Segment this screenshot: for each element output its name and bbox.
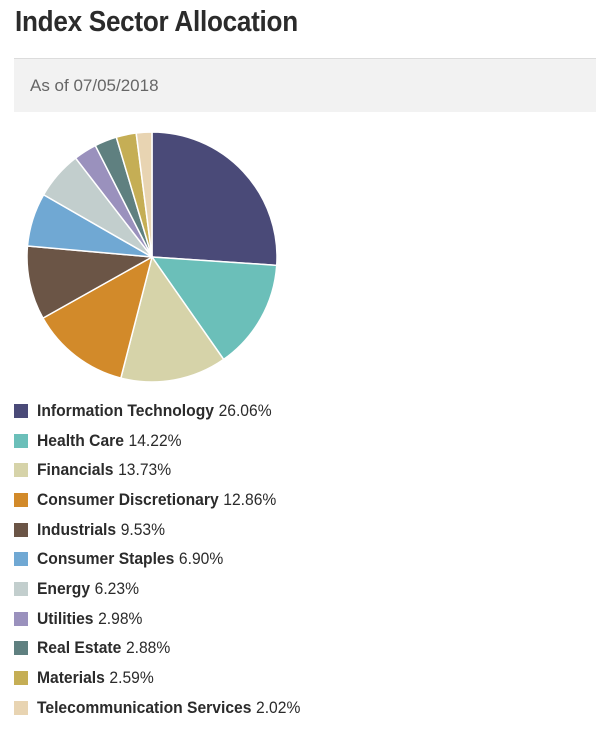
legend-value: 2.59% (109, 668, 154, 688)
legend-text: Energy 6.23% (37, 579, 139, 599)
legend-label: Information Technology (37, 400, 214, 420)
pie-slice-financials (120, 256, 225, 383)
legend-item-materials: Materials 2.59% (14, 663, 323, 693)
legend-value: 2.88% (125, 638, 171, 658)
legend-text: Real Estate 2.88% (37, 638, 170, 658)
page-title: Index Sector Allocation (15, 6, 298, 38)
legend-value: 14.22% (128, 430, 182, 450)
legend-text: Consumer Staples 6.90% (37, 549, 223, 569)
legend-swatch (14, 641, 28, 656)
legend-label: Materials (37, 668, 105, 688)
legend-swatch (14, 492, 28, 507)
legend-label: Real Estate (37, 638, 122, 658)
legend-label: Utilities (37, 608, 94, 628)
legend-text: Materials 2.59% (37, 668, 154, 688)
legend-text: Health Care 14.22% (37, 431, 182, 451)
pie-slice-information-technology (151, 131, 278, 267)
legend-value: 2.98% (98, 608, 143, 628)
legend-value: 2.02% (256, 697, 301, 717)
legend-text: Financials 13.73% (37, 460, 171, 480)
sector-pie-chart (26, 131, 278, 383)
legend-label: Consumer Discretionary (37, 489, 219, 509)
legend-swatch (14, 433, 28, 448)
legend-value: 26.06% (218, 400, 272, 420)
legend-label: Industrials (37, 519, 117, 539)
legend-label: Financials (37, 460, 114, 480)
legend-swatch (14, 552, 28, 567)
legend-label: Health Care (37, 430, 124, 450)
legend-item-telecommunication-services: Telecommunication Services 2.02% (14, 693, 323, 723)
legend-swatch (14, 463, 28, 478)
pie-slice-industrials (26, 245, 153, 319)
legend-value: 6.90% (178, 549, 224, 569)
legend-value: 6.23% (94, 578, 139, 598)
legend-item-financials: Financials 13.73% (14, 455, 323, 485)
sector-legend: Information Technology 26.06% Health Care 1… (14, 396, 323, 723)
pie-slice-consumer-discretionary (42, 256, 153, 379)
legend-label: Energy (37, 578, 91, 598)
legend-swatch (14, 700, 28, 715)
as-of-date-bar: As of 07/05/2018 (14, 58, 596, 112)
as-of-date: As of 07/05/2018 (30, 76, 159, 95)
legend-value: 9.53% (120, 519, 166, 539)
legend-item-industrials: Industrials 9.53% (14, 515, 323, 545)
legend-label: Telecommunication Services (37, 697, 252, 717)
legend-item-consumer-staples: Consumer Staples 6.90% (14, 544, 323, 574)
pie-slice-telecommunication-services (135, 131, 153, 258)
legend-swatch (14, 522, 28, 537)
legend-swatch (14, 581, 28, 596)
legend-swatch (14, 611, 28, 626)
legend-item-information-technology: Information Technology 26.06% (14, 396, 323, 426)
legend-text: Telecommunication Services 2.02% (37, 698, 300, 718)
legend-value: 13.73% (118, 460, 172, 480)
legend-item-health-care: Health Care 14.22% (14, 426, 323, 456)
legend-item-consumer-discretionary: Consumer Discretionary 12.86% (14, 485, 323, 515)
legend-text: Information Technology 26.06% (37, 401, 272, 421)
legend-item-real-estate: Real Estate 2.88% (14, 634, 323, 664)
legend-value: 12.86% (223, 489, 277, 509)
pie-slice-health-care (151, 256, 278, 361)
legend-item-energy: Energy 6.23% (14, 574, 323, 604)
legend-item-utilities: Utilities 2.98% (14, 604, 323, 634)
legend-text: Consumer Discretionary 12.86% (37, 490, 276, 510)
legend-text: Industrials 9.53% (37, 520, 165, 540)
legend-swatch (14, 403, 28, 418)
legend-text: Utilities 2.98% (37, 609, 142, 629)
legend-label: Consumer Staples (37, 549, 175, 569)
legend-swatch (14, 671, 28, 686)
